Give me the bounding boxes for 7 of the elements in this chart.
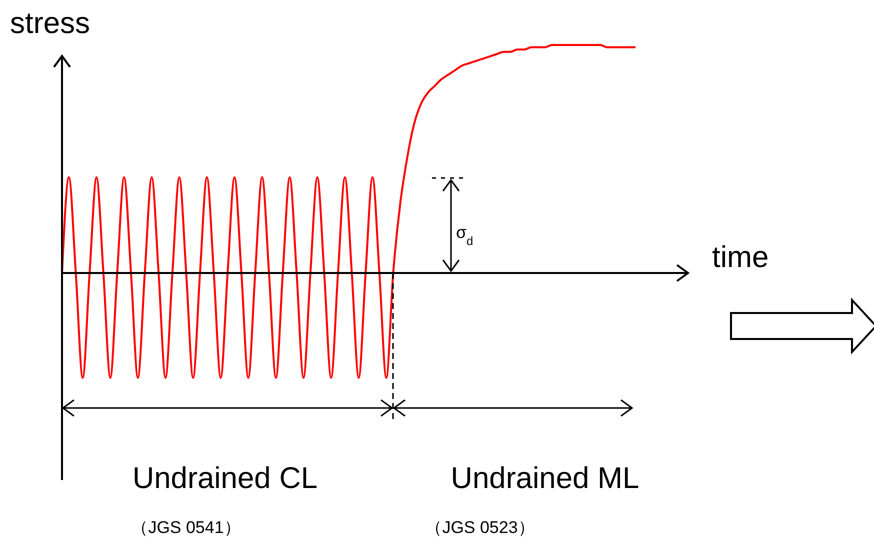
text: Undrained ML (450, 462, 640, 495)
text: （JGS 0523） (425, 518, 535, 537)
y-axis-title: stress (10, 7, 90, 40)
x-axis-title: time (712, 241, 769, 274)
text: （JGS 0541） (131, 518, 241, 537)
annotation: σ$_{d}$ (456, 223, 474, 248)
text: Undrained CL (132, 462, 318, 495)
